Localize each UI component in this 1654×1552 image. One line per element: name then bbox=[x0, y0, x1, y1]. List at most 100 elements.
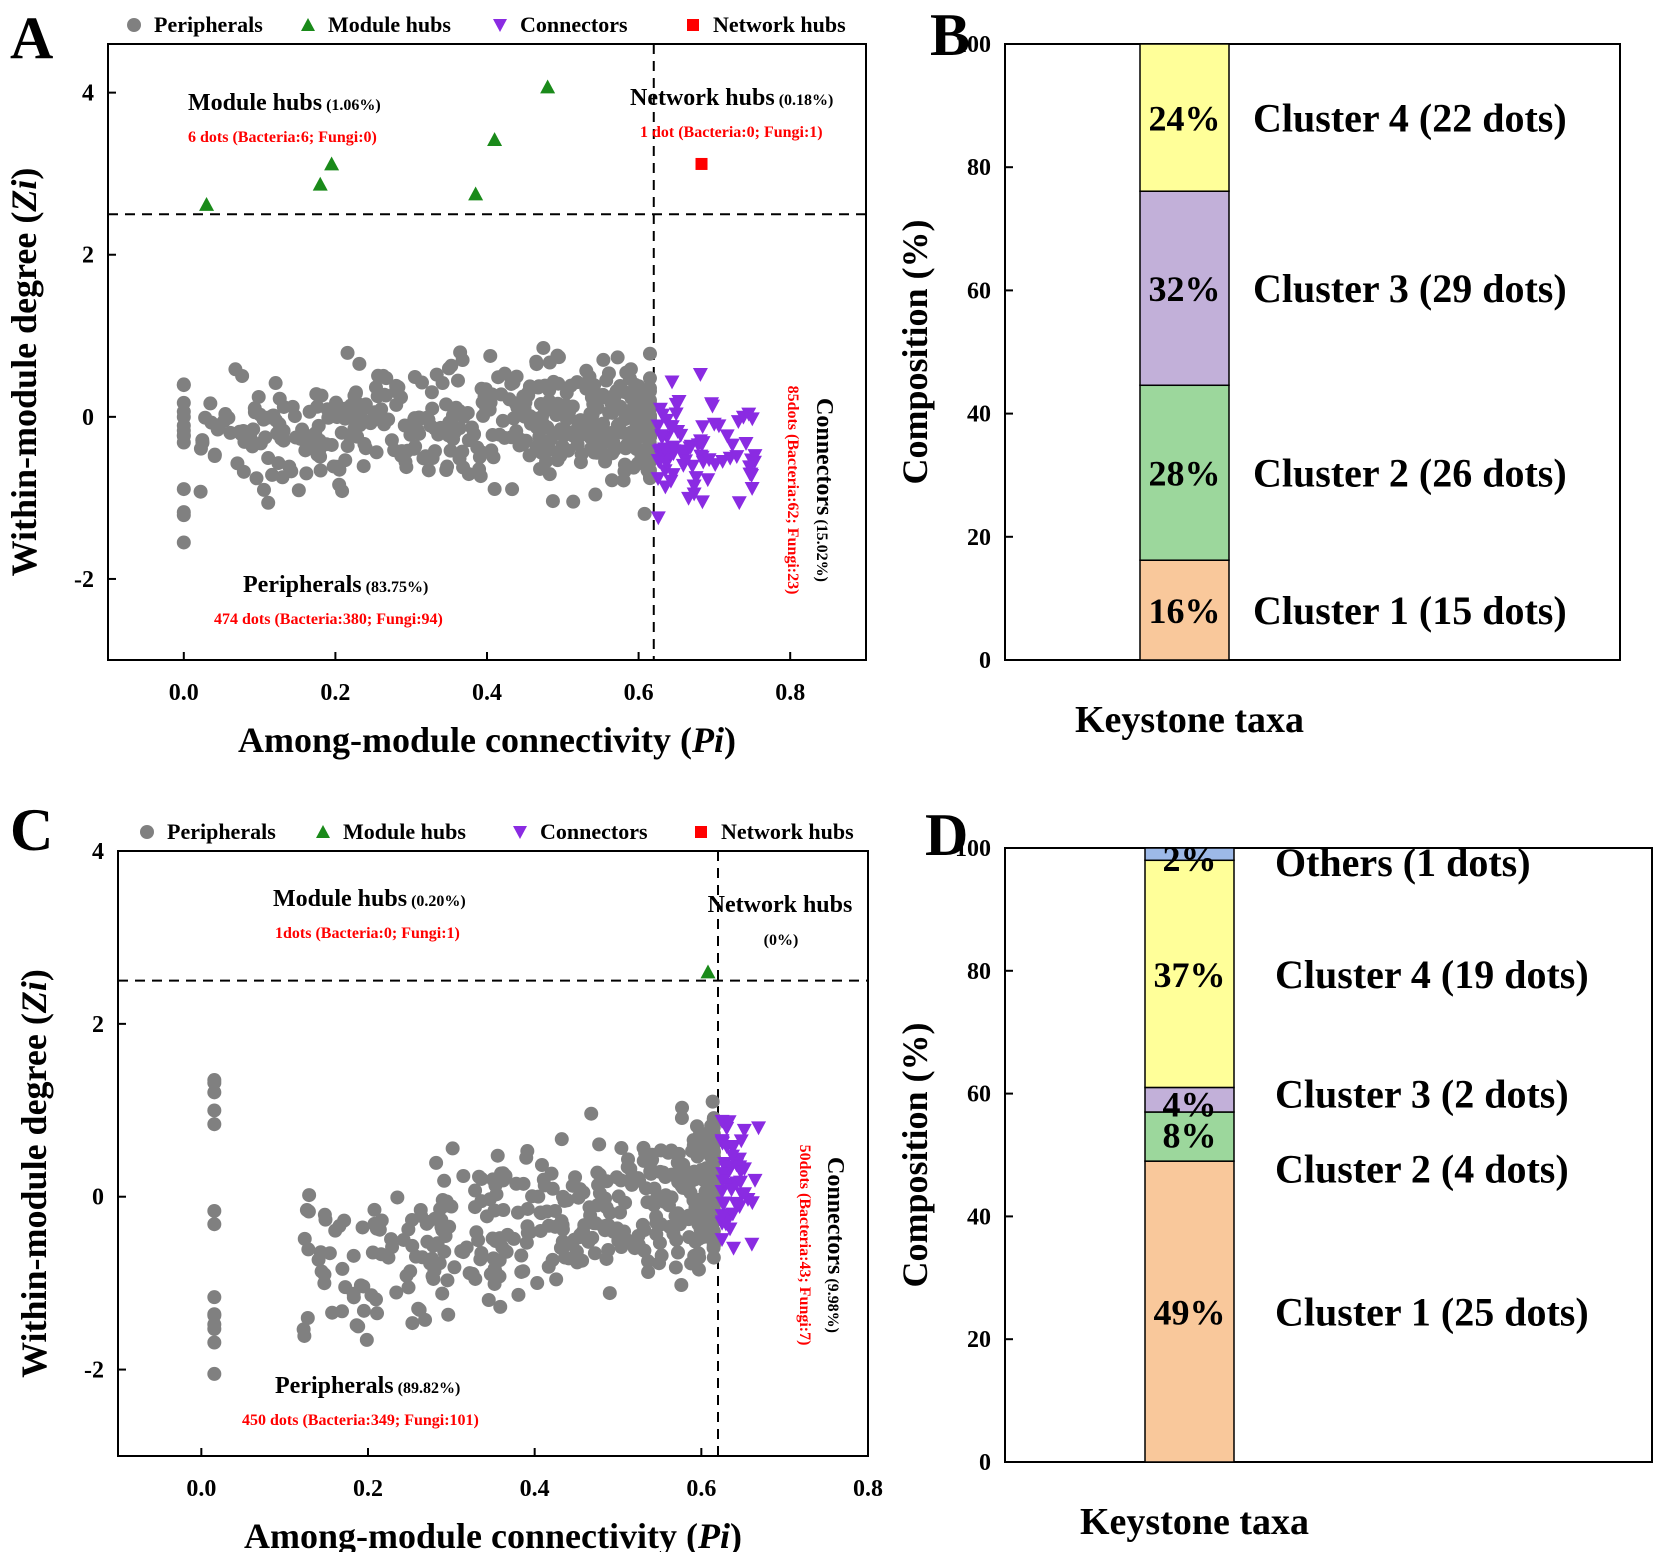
connectors-detail: 50dots (Bacteria:43; Fungi:7) bbox=[796, 1145, 813, 1346]
x-axis-title-italic: Pi bbox=[691, 720, 724, 760]
legend-label: Module hubs bbox=[328, 12, 451, 37]
module-hubs-annotation: Module hubs (1.06%) bbox=[188, 90, 381, 116]
x-axis-title: Keystone taxa bbox=[1075, 699, 1304, 741]
peripheral-point bbox=[348, 386, 363, 401]
peripheral-point bbox=[295, 422, 310, 437]
y-axis-title: Composition (%) bbox=[895, 219, 935, 484]
peripheral-point bbox=[326, 459, 341, 474]
peripheral-point bbox=[371, 368, 386, 383]
network-hubs-pct: (0%) bbox=[764, 932, 799, 949]
peripheral-point bbox=[668, 1260, 683, 1275]
peripheral-point bbox=[545, 1252, 560, 1267]
connector-point bbox=[650, 454, 666, 468]
y-tick-label: 20 bbox=[967, 1327, 991, 1353]
peripheral-point bbox=[670, 1245, 685, 1260]
peripheral-point bbox=[549, 1272, 564, 1287]
connector-point bbox=[694, 438, 710, 452]
connector-point bbox=[684, 459, 700, 474]
peripheral-point bbox=[415, 1250, 430, 1265]
peripheral-point bbox=[310, 399, 325, 414]
peripheral-point bbox=[536, 340, 551, 355]
plot-frame bbox=[1004, 847, 1653, 1463]
peripheral-point bbox=[355, 1220, 370, 1235]
peripheral-point bbox=[389, 397, 404, 412]
connector-point bbox=[747, 1173, 763, 1188]
y-axis-title-italic: Zi bbox=[4, 180, 44, 213]
module-hubs-title: Module hubs bbox=[273, 886, 407, 912]
cluster-legend-label: Others (1 dots) bbox=[1275, 840, 1531, 885]
bar-data-label: 8% bbox=[1163, 1116, 1217, 1156]
peripheral-point bbox=[338, 1280, 353, 1295]
peripheral-points bbox=[176, 340, 657, 550]
connector-point bbox=[726, 1241, 742, 1256]
peripheral-point bbox=[207, 448, 222, 463]
peripheral-point bbox=[545, 494, 560, 509]
peripheral-point bbox=[567, 1232, 582, 1247]
peripheral-point bbox=[355, 412, 370, 427]
peripheral-point bbox=[435, 1286, 450, 1301]
connectors-pct: (15.02%) bbox=[813, 515, 830, 582]
connector-point bbox=[715, 1174, 731, 1189]
y-tick-label: 100 bbox=[955, 836, 991, 862]
peripheral-point bbox=[381, 412, 396, 427]
peripheral-point bbox=[533, 1223, 548, 1238]
peripheral-point bbox=[549, 408, 564, 423]
peripheral-point bbox=[700, 1139, 715, 1154]
peripherals-pct: (83.75%) bbox=[362, 579, 429, 596]
network-hubs-pct: (0.18%) bbox=[775, 92, 834, 109]
legend-connectors-marker bbox=[493, 19, 507, 32]
module-hub-point bbox=[468, 186, 484, 201]
cluster-legend-label: Cluster 3 (2 dots) bbox=[1275, 1072, 1569, 1117]
peripheral-point bbox=[692, 1250, 707, 1265]
panel-letter-D: D bbox=[925, 802, 968, 868]
peripheral-point bbox=[486, 450, 501, 465]
peripheral-point bbox=[370, 389, 385, 404]
peripheral-point bbox=[706, 1250, 721, 1265]
peripheral-points bbox=[207, 1073, 721, 1381]
peripheral-point bbox=[207, 1117, 222, 1132]
peripheral-point bbox=[674, 1111, 689, 1126]
connectors-detail: 85dots (Bacteria:62; Fungi:23) bbox=[784, 386, 801, 595]
peripheral-point bbox=[313, 1245, 328, 1260]
peripheral-point bbox=[534, 1157, 549, 1172]
peripheral-point bbox=[356, 459, 371, 474]
y-axis-title-close: ) bbox=[4, 168, 44, 180]
peripheral-point bbox=[282, 459, 297, 474]
peripheral-point bbox=[545, 1181, 560, 1196]
peripheral-point bbox=[544, 432, 559, 447]
peripheral-point bbox=[439, 397, 454, 412]
peripheral-point bbox=[576, 1224, 591, 1239]
legend-label: Network hubs bbox=[713, 12, 846, 37]
peripheral-point bbox=[661, 1145, 676, 1160]
connector-point bbox=[652, 402, 668, 417]
peripheral-point bbox=[506, 411, 521, 426]
peripheral-point bbox=[367, 1216, 382, 1231]
panel-B: B 0 20 40 60 80 100 Composition (%) Keystone tax… bbox=[895, 2, 1621, 741]
module-hubs-annotation: Module hubs (0.20%) bbox=[273, 886, 466, 912]
peripheral-point bbox=[335, 1261, 350, 1276]
peripheral-point bbox=[421, 463, 436, 478]
y-tick-label: 80 bbox=[967, 959, 991, 985]
peripheral-point bbox=[487, 1203, 502, 1218]
connector-point bbox=[675, 458, 691, 473]
y-tick-label: 4 bbox=[82, 81, 94, 107]
peripheral-point bbox=[604, 473, 619, 488]
peripheral-point bbox=[455, 353, 470, 368]
peripheral-point bbox=[381, 1250, 396, 1265]
peripheral-point bbox=[671, 1146, 686, 1161]
legend: Peripherals Module hubs Connectors Network … bbox=[127, 12, 846, 37]
network-hubs-detail: 1 dot (Bacteria:0; Fungi:1) bbox=[640, 124, 823, 141]
module-hubs-pct: (1.06%) bbox=[322, 97, 381, 114]
peripheral-point bbox=[318, 1212, 333, 1227]
connector-point bbox=[722, 451, 738, 466]
peripheral-point bbox=[555, 1217, 570, 1232]
peripheral-point bbox=[542, 442, 557, 457]
peripheral-point bbox=[414, 1208, 429, 1223]
x-tick-label: 0.8 bbox=[853, 1476, 883, 1502]
peripheral-point bbox=[481, 1293, 496, 1308]
cluster-legend-label: Cluster 3 (29 dots) bbox=[1253, 266, 1567, 311]
peripheral-point bbox=[312, 443, 327, 458]
module-hub-points bbox=[700, 964, 716, 979]
connector-point bbox=[657, 464, 673, 479]
connectors-annotation: Connectors (15.02%) bbox=[811, 398, 837, 582]
